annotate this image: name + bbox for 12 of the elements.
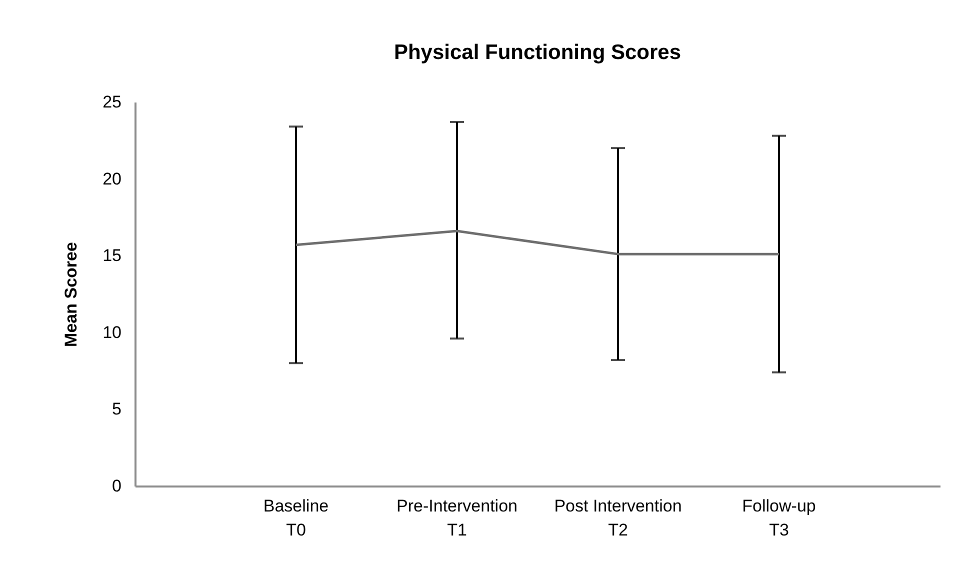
x-tick-label: Pre-Intervention T1 bbox=[396, 496, 518, 540]
x-tick-label: Post Intervention T2 bbox=[554, 496, 682, 540]
y-tick-label: 25 bbox=[102, 92, 122, 112]
x-tick-label: Follow-up T3 bbox=[742, 496, 816, 540]
y-tick-label: 15 bbox=[102, 246, 122, 266]
chart-title: Physical Functioning Scores bbox=[394, 41, 682, 64]
y-tick-label: 5 bbox=[112, 400, 122, 419]
y-axis-title: Mean Scoree bbox=[62, 242, 81, 347]
y-tick-label: 10 bbox=[102, 322, 122, 342]
x-tick-label: Baseline T0 bbox=[263, 496, 329, 540]
y-tick-label: 20 bbox=[102, 169, 122, 188]
y-tick-label: 0 bbox=[112, 476, 122, 496]
